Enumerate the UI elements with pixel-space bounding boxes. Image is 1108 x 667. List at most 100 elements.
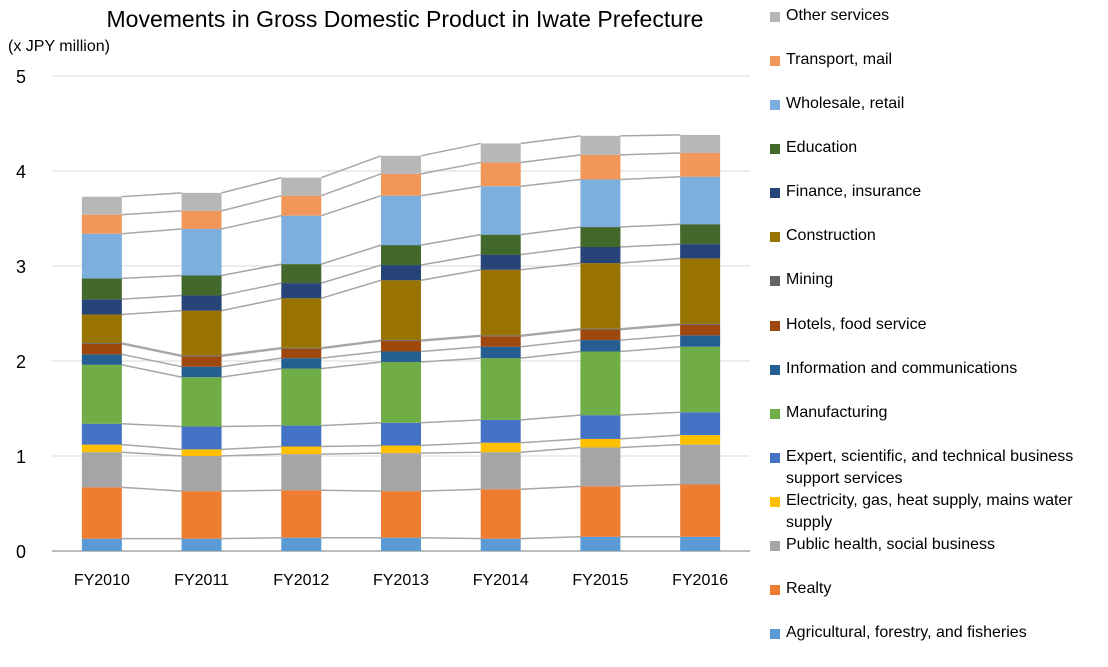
bar-segment: [181, 426, 222, 450]
bar-segment: [480, 269, 521, 336]
bar-segment: [680, 435, 721, 445]
bar-segment: [580, 328, 621, 330]
bar-segment: [281, 358, 322, 369]
bar-segment: [181, 366, 222, 378]
connector-line: [520, 262, 581, 271]
legend-label: Transport, mail: [786, 51, 893, 69]
bar-segment: [580, 154, 621, 180]
bar-segment: [181, 210, 222, 229]
bar-segment: [580, 415, 621, 439]
bar-segment: [281, 348, 322, 359]
connector-line: [620, 434, 681, 440]
y-axis-ticks: 0 1 2 3 4 5: [16, 67, 26, 562]
connector-line: [321, 194, 382, 217]
connector-line: [321, 444, 382, 448]
bar-segment: [580, 247, 621, 264]
connector-line: [321, 244, 382, 265]
bar-segment: [480, 538, 521, 551]
legend-swatch: [770, 100, 780, 111]
connector-line: [620, 152, 681, 156]
connector-line: [420, 488, 481, 492]
bar-segment: [281, 264, 322, 284]
bar-segment: [281, 425, 322, 447]
connector-line: [221, 346, 282, 357]
bar-segment: [480, 346, 521, 359]
bar-segment: [281, 490, 322, 538]
bar-segment: [480, 452, 521, 490]
connector-line: [221, 263, 282, 277]
connector-line: [221, 297, 282, 312]
connector-line: [620, 483, 681, 488]
y-tick-label: 5: [16, 67, 26, 87]
legend-label: Other services: [786, 7, 890, 24]
connector-line: [420, 419, 481, 424]
legend-swatch: [770, 408, 780, 419]
series-connector-lines: [52, 134, 750, 552]
connector-line: [121, 192, 182, 198]
connector-line: [321, 173, 382, 197]
connector-line: [221, 194, 282, 212]
bar-segment: [181, 310, 222, 356]
bar-segment: [181, 275, 222, 296]
bar-segment: [381, 173, 421, 196]
bar-segment: [381, 537, 421, 551]
connector-line: [221, 453, 282, 457]
bar-segment: [680, 323, 721, 325]
bar-segment: [381, 445, 421, 454]
bar-segment: [680, 444, 721, 485]
connector-line: [121, 422, 182, 428]
bar-segment: [480, 254, 521, 270]
bar-segment: [181, 456, 222, 492]
bar-segment: [181, 295, 222, 311]
connector-line: [420, 335, 481, 342]
bar-segment: [580, 438, 621, 448]
bar-segment: [381, 155, 421, 174]
bar-segment: [281, 177, 322, 196]
connector-line: [121, 443, 182, 451]
connector-line: [121, 210, 182, 216]
bar-segment: [181, 355, 222, 357]
legend-label: Information and communications: [786, 359, 1018, 377]
connector-line: [520, 135, 581, 145]
legend-swatch: [770, 320, 780, 331]
connector-line: [221, 214, 282, 230]
bar-segment: [281, 195, 322, 216]
legend-swatch: [770, 584, 780, 595]
legend-label: Mining: [786, 271, 834, 289]
connector-line: [520, 328, 581, 338]
connector-line: [221, 176, 282, 194]
bar-segment: [181, 538, 222, 551]
legend-swatch: [770, 276, 780, 287]
bar-segment: [680, 134, 721, 153]
bar-segment: [181, 356, 222, 367]
x-tick-label: FY2013: [373, 572, 429, 589]
bar-segment: [381, 280, 421, 341]
connector-line: [321, 279, 382, 300]
connector-line: [321, 422, 382, 427]
bar-segment: [281, 368, 322, 426]
bar-segment: [381, 351, 421, 362]
bar-segment: [381, 340, 421, 342]
y-tick-label: 2: [16, 352, 26, 372]
bar-segment: [680, 324, 721, 336]
connector-line: [520, 485, 581, 490]
bar-segment: [680, 176, 721, 225]
connector-line: [121, 486, 182, 492]
connector-line: [420, 334, 481, 341]
connector-line: [420, 253, 481, 266]
y-tick-label: 0: [16, 542, 26, 562]
bar-segment: [480, 162, 521, 187]
connector-line: [620, 324, 681, 331]
bar-segment: [81, 214, 122, 234]
bar-segment: [680, 244, 721, 259]
legend-swatch: [770, 540, 780, 551]
connector-line: [221, 282, 282, 297]
connector-line: [620, 443, 681, 449]
bar-segment: [381, 265, 421, 281]
bar-segment: [81, 452, 122, 488]
bar-segment: [680, 224, 721, 245]
bar-segment: [480, 442, 521, 453]
bar-segment: [81, 444, 122, 453]
bar-segment: [81, 278, 122, 300]
bar-segment: [281, 347, 322, 349]
